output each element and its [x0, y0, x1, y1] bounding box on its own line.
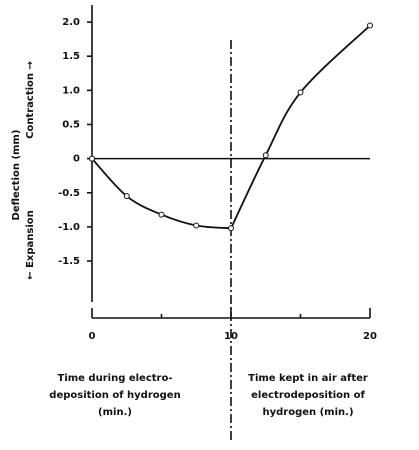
y-tick-label: -1.0	[58, 222, 80, 233]
x-tick-label: 20	[363, 331, 377, 342]
data-point	[228, 225, 234, 232]
x-tick-label: 0	[89, 331, 96, 342]
caption-right: electrodeposition of	[251, 390, 365, 401]
caption-left: (min.)	[98, 407, 132, 418]
y-tick-label: 0.5	[62, 119, 80, 130]
data-point	[297, 89, 304, 96]
y-label-up: Contraction →	[25, 61, 36, 139]
y-tick-label: -0.5	[58, 188, 80, 199]
caption-right: hydrogen (min.)	[262, 407, 353, 418]
data-point	[262, 152, 269, 159]
caption-left: Time during electro-	[58, 373, 173, 384]
y-tick-label: 0	[73, 154, 80, 165]
caption-right: Time kept in air after	[248, 373, 368, 384]
data-point	[89, 155, 95, 162]
data-point	[158, 211, 165, 218]
y-tick-label: 2.0	[62, 17, 80, 28]
caption-left: deposition of hydrogen	[49, 390, 180, 401]
y-tick-label: 1.5	[62, 51, 80, 62]
data-point	[193, 222, 200, 229]
y-label-down: ← Expansion	[25, 210, 36, 280]
y-tick-label: -1.5	[58, 256, 80, 267]
y-tick-label: 1.0	[62, 85, 80, 96]
y-label: Deflection (mm)	[11, 130, 22, 221]
data-point	[123, 193, 130, 200]
data-point	[367, 22, 373, 29]
